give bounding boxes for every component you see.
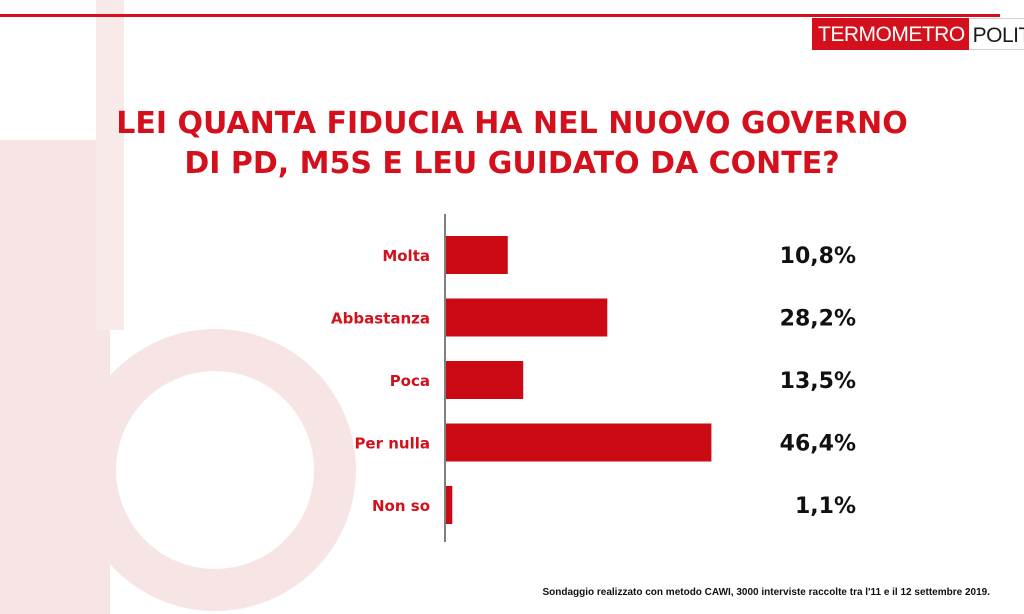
value-label-0: 10,8% [780,244,856,269]
category-label-0: Molta [382,247,430,265]
chart-title: LEI QUANTA FIDUCIA HA NEL NUOVO GOVERNO … [40,104,984,184]
logo-part-termometro: TERMOMETRO [812,18,969,50]
value-label-4: 1,1% [795,494,856,519]
bar-4 [446,486,453,524]
bar-1 [446,298,608,337]
termometro-politico-logo: TERMOMETRO POLITICO [812,18,1024,50]
category-label-1: Abbastanza [331,310,430,328]
bar-0 [446,236,508,274]
logo-part-politico: POLITICO [968,18,1024,50]
value-label-3: 46,4% [780,432,856,457]
survey-footnote: Sondaggio realizzato con metodo CAWI, 30… [542,587,990,598]
value-label-1: 28,2% [780,307,856,332]
chart-title-line-1: LEI QUANTA FIDUCIA HA NEL NUOVO GOVERNO [116,106,908,141]
bar-3 [446,423,712,462]
top-rule [0,14,1000,17]
chart-title-line-2: DI PD, M5S E LEU GUIDATO DA CONTE? [184,146,840,181]
category-label-2: Poca [390,372,430,390]
category-label-3: Per nulla [354,435,430,453]
category-label-4: Non so [372,497,430,515]
bar-2 [446,361,524,399]
value-label-2: 13,5% [780,369,856,394]
